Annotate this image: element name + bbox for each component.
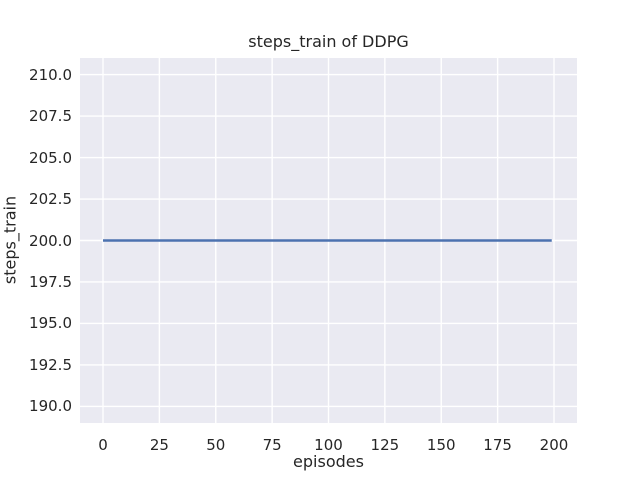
y-tick-label: 192.5 [29, 355, 72, 374]
y-tick-label: 207.5 [29, 107, 72, 126]
x-tick-label: 75 [262, 436, 282, 454]
x-tick-label: 200 [539, 436, 569, 454]
x-tick-label: 25 [149, 436, 169, 454]
x-tick-label: 175 [483, 436, 512, 454]
plot-area [80, 58, 577, 423]
chart-title: steps_train of DDPG [248, 32, 409, 51]
y-tick-label: 195.0 [29, 314, 72, 333]
x-tick-label: 0 [98, 436, 108, 454]
y-tick-label: 200.0 [29, 231, 72, 250]
y-tick-label: 205.0 [29, 148, 72, 167]
x-tick-label: 100 [314, 436, 343, 454]
plot-canvas [80, 58, 577, 423]
x-tick-label: 50 [206, 436, 226, 454]
y-tick-label: 190.0 [29, 397, 72, 416]
x-tick-label: 125 [370, 436, 400, 454]
y-tick-label: 202.5 [29, 190, 72, 209]
y-tick-label: 210.0 [29, 65, 72, 84]
x-axis-label: episodes [293, 452, 364, 471]
y-tick-label: 197.5 [29, 272, 72, 291]
x-tick-label: 150 [426, 436, 456, 454]
